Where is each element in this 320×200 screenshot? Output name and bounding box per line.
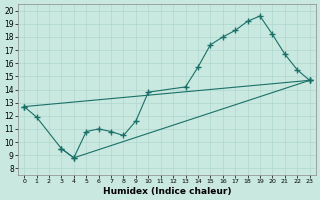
X-axis label: Humidex (Indice chaleur): Humidex (Indice chaleur) [103, 187, 231, 196]
